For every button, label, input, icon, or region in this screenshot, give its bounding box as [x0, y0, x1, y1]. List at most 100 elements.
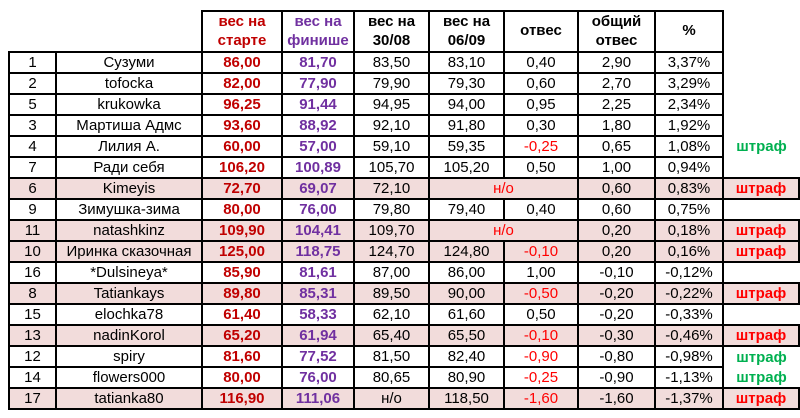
cell-loss: 0,40: [503, 51, 579, 74]
cell-rank: 17: [8, 387, 57, 410]
cell-name: tofocka: [55, 72, 203, 95]
cell-weight-3008: 81,50: [353, 345, 430, 368]
cell-weight-finish: 81,70: [281, 51, 355, 74]
header-empty-rank: [9, 11, 56, 52]
table-row: 1 Сузуми 86,00 81,70 83,50 83,10 0,40 2,90 3,37%: [8, 51, 799, 74]
cell-weight-start: 80,00: [201, 198, 283, 221]
cell-weight-finish: 57,00: [281, 135, 355, 158]
cell-total-loss: -0,10: [577, 261, 656, 284]
cell-percent: -0,46%: [654, 324, 724, 347]
cell-weight-start: 60,00: [201, 135, 283, 158]
cell-weight-start: 72,70: [201, 177, 283, 200]
cell-loss: 0,40: [503, 198, 579, 221]
header-weight-3008: вес на 30/08: [353, 10, 430, 53]
cell-weight-start: 61,40: [201, 303, 283, 326]
cell-name: *Dulsineya*: [55, 261, 203, 284]
cell-name: krukowka: [55, 93, 203, 116]
cell-percent: -0,33%: [654, 303, 724, 326]
cell-weight-start: 109,90: [201, 219, 283, 242]
cell-total-loss: 1,00: [577, 156, 656, 179]
cell-total-loss: 2,25: [577, 93, 656, 116]
cell-loss: -0,25: [503, 135, 579, 158]
cell-rank: 10: [8, 240, 57, 263]
header-loss: отвес: [503, 10, 579, 53]
cell-weight-finish: 58,33: [281, 303, 355, 326]
cell-name: Зимушка-зима: [55, 198, 203, 221]
cell-name: tatianka80: [55, 387, 203, 410]
cell-loss: 0,50: [503, 303, 579, 326]
table-row: 13 nadinKorol 65,20 61,94 65,40 65,50 -0,10 -0,…: [8, 324, 800, 347]
cell-penalty: штраф: [736, 138, 787, 155]
cell-weight-3008: 72,10: [353, 177, 430, 200]
cell-weight-start: 86,00: [201, 51, 283, 74]
cell-name: Kimeyis: [55, 177, 203, 200]
cell-weight-0609: 94,00: [428, 93, 505, 116]
cell-weight-start: 89,80: [201, 282, 283, 305]
cell-weight-3008: 79,90: [353, 72, 430, 95]
cell-weight-finish: 76,00: [281, 366, 355, 389]
weight-tracking-table: вес на старте вес на финише вес на 30/08…: [8, 10, 800, 410]
cell-no-data: н/о: [428, 177, 579, 200]
cell-weight-finish: 61,94: [281, 324, 355, 347]
cell-penalty: [723, 115, 799, 136]
header-empty-penalty: [723, 11, 799, 52]
cell-percent: -0,12%: [654, 261, 724, 284]
cell-weight-3008: 92,10: [353, 114, 430, 137]
table-row: 12 spiry 81,60 77,52 81,50 82,40 -0,90 -0,80 -0,…: [8, 345, 799, 368]
table-row: 17 tatianka80 116,90 111,06 н/о 118,50 -1,60 -1…: [8, 387, 800, 410]
cell-name: Ради себя: [55, 156, 203, 179]
cell-weight-finish: 104,41: [281, 219, 355, 242]
cell-rank: 11: [8, 219, 57, 242]
cell-percent: -0,98%: [654, 345, 724, 368]
cell-loss: 0,50: [503, 156, 579, 179]
cell-penalty: штраф: [722, 219, 800, 242]
cell-total-loss: 0,60: [577, 177, 656, 200]
cell-penalty: штраф: [722, 240, 800, 263]
cell-name: flowers000: [55, 366, 203, 389]
cell-total-loss: -0,20: [577, 303, 656, 326]
header-total-loss: общий отвес: [577, 10, 656, 53]
cell-name: spiry: [55, 345, 203, 368]
cell-rank: 1: [8, 51, 57, 74]
cell-weight-3008: н/о: [353, 387, 430, 410]
cell-percent: 2,34%: [654, 93, 724, 116]
cell-weight-3008: 124,70: [353, 240, 430, 263]
cell-loss: -0,10: [503, 240, 579, 263]
header-empty-name: [56, 11, 202, 52]
table-row: 11 natashkinz 109,90 104,41 109,70 н/о 0,20 0,1…: [8, 219, 800, 242]
header-percent: %: [654, 10, 724, 53]
cell-percent: 0,18%: [654, 219, 724, 242]
cell-penalty: штраф: [722, 324, 800, 347]
cell-name: Tatiankays: [55, 282, 203, 305]
cell-percent: 0,75%: [654, 198, 724, 221]
cell-weight-start: 125,00: [201, 240, 283, 263]
cell-loss: -1,60: [503, 387, 579, 410]
cell-name: Лилия А.: [55, 135, 203, 158]
cell-weight-0609: 61,60: [428, 303, 505, 326]
table-row: 10 Иринка сказочная 125,00 118,75 124,70 124,…: [8, 240, 800, 263]
cell-weight-0609: 91,80: [428, 114, 505, 137]
cell-name: Иринка сказочная: [55, 240, 203, 263]
cell-rank: 8: [8, 282, 57, 305]
cell-weight-0609: 118,50: [428, 387, 505, 410]
cell-weight-start: 85,90: [201, 261, 283, 284]
cell-penalty: [723, 262, 799, 283]
cell-name: Сузуми: [55, 51, 203, 74]
cell-weight-0609: 124,80: [428, 240, 505, 263]
cell-name: nadinKorol: [55, 324, 203, 347]
cell-weight-finish: 77,52: [281, 345, 355, 368]
cell-total-loss: -1,60: [577, 387, 656, 410]
cell-loss: -0,90: [503, 345, 579, 368]
cell-total-loss: -0,80: [577, 345, 656, 368]
cell-weight-finish: 91,44: [281, 93, 355, 116]
cell-total-loss: 2,90: [577, 51, 656, 74]
cell-rank: 15: [8, 303, 57, 326]
cell-loss: -0,10: [503, 324, 579, 347]
cell-weight-finish: 85,31: [281, 282, 355, 305]
cell-weight-start: 106,20: [201, 156, 283, 179]
cell-rank: 6: [8, 177, 57, 200]
cell-penalty: [723, 199, 799, 220]
cell-name: natashkinz: [55, 219, 203, 242]
cell-penalty: штраф: [736, 368, 787, 386]
cell-total-loss: 1,80: [577, 114, 656, 137]
